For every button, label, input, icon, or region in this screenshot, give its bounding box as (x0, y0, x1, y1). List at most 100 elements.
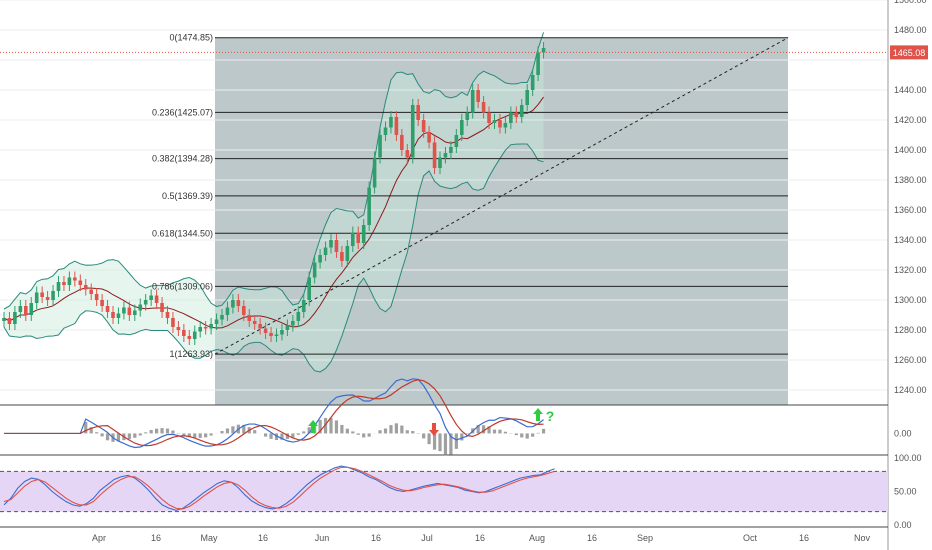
candle[interactable] (405, 150, 410, 158)
candle[interactable] (252, 321, 257, 324)
candle[interactable] (220, 315, 224, 320)
candle[interactable] (2, 318, 6, 321)
candle[interactable] (410, 105, 415, 158)
candle[interactable] (525, 90, 529, 105)
candle[interactable] (443, 153, 448, 158)
candle[interactable] (296, 312, 301, 321)
candle[interactable] (214, 319, 219, 325)
candle[interactable] (24, 306, 28, 315)
candle[interactable] (198, 327, 202, 332)
candle[interactable] (536, 52, 540, 76)
candle[interactable] (492, 120, 497, 123)
candle[interactable] (182, 330, 186, 336)
candle[interactable] (318, 255, 322, 263)
candle[interactable] (67, 277, 72, 286)
candle[interactable] (449, 147, 453, 153)
candle[interactable] (236, 300, 241, 306)
candle[interactable] (438, 157, 442, 169)
candle[interactable] (192, 331, 197, 340)
candle[interactable] (389, 117, 393, 128)
candle[interactable] (454, 135, 459, 147)
candle[interactable] (274, 334, 279, 337)
candle[interactable] (432, 142, 437, 169)
candle[interactable] (460, 120, 464, 135)
candle[interactable] (154, 295, 159, 304)
candle[interactable] (56, 282, 61, 291)
candle[interactable] (301, 300, 306, 312)
candle[interactable] (78, 280, 83, 286)
candle[interactable] (421, 120, 426, 132)
candle[interactable] (133, 310, 137, 316)
candle[interactable] (487, 112, 491, 124)
candle[interactable] (247, 315, 252, 321)
candle[interactable] (258, 324, 262, 329)
candle[interactable] (143, 300, 148, 305)
candle[interactable] (519, 105, 524, 117)
candle[interactable] (269, 333, 273, 336)
candle[interactable] (334, 240, 339, 252)
candle[interactable] (291, 321, 295, 326)
candle[interactable] (541, 48, 546, 53)
candle[interactable] (149, 295, 153, 301)
candle[interactable] (13, 312, 17, 324)
candle[interactable] (312, 262, 317, 278)
candle[interactable] (203, 327, 208, 329)
candle[interactable] (351, 232, 355, 247)
candle[interactable] (465, 112, 470, 121)
candle[interactable] (176, 327, 181, 330)
candle[interactable] (394, 117, 399, 135)
candle[interactable] (470, 90, 475, 113)
candle[interactable] (345, 246, 350, 261)
candle[interactable] (138, 304, 143, 311)
candle[interactable] (7, 318, 12, 324)
candle[interactable] (285, 325, 290, 331)
candle[interactable] (100, 300, 104, 306)
candle[interactable] (361, 225, 366, 243)
candle[interactable] (242, 306, 246, 315)
candle[interactable] (329, 240, 333, 248)
candle[interactable] (73, 277, 77, 281)
candle[interactable] (111, 312, 115, 318)
candle[interactable] (263, 328, 268, 334)
candle[interactable] (40, 292, 44, 298)
candle[interactable] (514, 112, 519, 118)
candle[interactable] (45, 297, 50, 300)
candle[interactable] (323, 247, 328, 256)
candle[interactable] (372, 157, 377, 188)
candle[interactable] (416, 105, 420, 120)
candle[interactable] (280, 330, 284, 335)
candle[interactable] (498, 120, 502, 128)
candle[interactable] (171, 318, 175, 327)
candle[interactable] (116, 313, 121, 319)
candle[interactable] (509, 112, 513, 124)
candle[interactable] (105, 306, 110, 312)
candle[interactable] (160, 303, 164, 312)
candle[interactable] (127, 307, 132, 316)
candle[interactable] (94, 294, 99, 300)
candle[interactable] (122, 307, 126, 314)
candle[interactable] (231, 300, 235, 308)
candle[interactable] (340, 252, 344, 261)
candle[interactable] (89, 289, 93, 295)
candle[interactable] (383, 127, 388, 136)
candle[interactable] (378, 135, 382, 158)
candle[interactable] (209, 324, 213, 329)
fib-retracement-zone[interactable] (215, 37, 788, 405)
candle[interactable] (476, 90, 480, 102)
candle[interactable] (187, 336, 192, 339)
candle[interactable] (356, 232, 361, 244)
candle[interactable] (400, 135, 404, 150)
candle[interactable] (51, 291, 55, 300)
candle[interactable] (530, 75, 535, 90)
candle[interactable] (29, 303, 34, 315)
candle[interactable] (83, 285, 88, 290)
candle[interactable] (503, 123, 508, 128)
candle[interactable] (367, 187, 371, 226)
candle[interactable] (307, 277, 311, 301)
candle[interactable] (165, 312, 170, 318)
candle[interactable] (18, 306, 23, 312)
candle[interactable] (34, 292, 39, 304)
candle[interactable] (427, 132, 431, 143)
